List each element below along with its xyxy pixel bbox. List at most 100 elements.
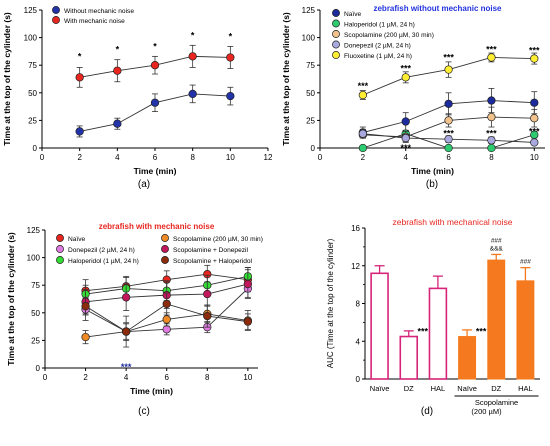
data-point	[401, 133, 410, 143]
data-point	[401, 73, 410, 82]
series-4	[358, 52, 539, 100]
data-point	[226, 53, 235, 62]
legend-item: Naïve	[332, 9, 362, 18]
legend-item: Haloperidol (1 µM, 24 h)	[332, 19, 415, 29]
x-tick-label: 12	[264, 153, 273, 162]
bar	[458, 336, 477, 380]
data-point	[162, 325, 171, 334]
x-axis-label: Time (min)	[130, 386, 173, 396]
x-tick-label: 0	[318, 153, 323, 162]
data-point	[444, 135, 453, 144]
data-point	[444, 99, 453, 108]
bar	[370, 272, 389, 380]
x-tick-label: 8	[205, 373, 210, 382]
significance-mark: *	[78, 51, 82, 61]
x-tick-label: 0	[40, 153, 45, 162]
data-point	[530, 98, 539, 107]
data-point	[150, 98, 160, 107]
legend-item: Naïve	[56, 234, 86, 243]
data-point	[113, 119, 122, 128]
bar-group	[458, 329, 477, 380]
significance-mark: ***	[476, 327, 487, 337]
legend-marker	[56, 256, 64, 264]
data-point	[487, 136, 496, 145]
group-sublabel: (200 µM)	[471, 407, 502, 416]
legend: Naïve Haloperidol (1 µM, 24 h) Scopolamine…	[332, 9, 434, 60]
bar	[487, 259, 506, 380]
x-tick-label: Naïve	[370, 384, 390, 393]
y-tick-label: 100	[27, 254, 41, 263]
legend-marker	[332, 51, 340, 59]
group-label: Scopolamine	[475, 398, 518, 407]
series-5	[81, 292, 253, 348]
y-tick-label: 125	[24, 6, 38, 15]
y-tick-label: 8	[356, 300, 361, 309]
legend: Without mechanic noise With mechanic nois…	[52, 6, 134, 25]
data-point	[203, 311, 212, 321]
legend-marker	[332, 40, 340, 49]
data-point	[358, 143, 368, 153]
x-tick-label: 8	[489, 153, 494, 162]
data-point	[444, 116, 453, 125]
significance-mark: *	[116, 45, 120, 55]
legend-marker	[332, 9, 340, 17]
data-point	[150, 61, 160, 70]
panel-d: 0 4 8 12 16 AUC (Time at the top of the cylin…	[326, 217, 540, 416]
y-tick-label: 0	[356, 375, 361, 384]
y-tick-label: 75	[31, 281, 40, 290]
data-point	[487, 53, 496, 62]
significance-mark: ***	[443, 129, 454, 139]
legend-label: Haloperidol (1 µM, 24 h)	[68, 258, 139, 265]
legend-label: Scopolamine (200 µM, 30 min)	[344, 32, 434, 39]
panel-label: (d)	[421, 406, 433, 417]
bar	[516, 280, 535, 380]
data-point	[121, 293, 131, 302]
x-axis-label: Time (min)	[134, 166, 177, 176]
legend-marker	[56, 245, 64, 253]
data-point	[487, 143, 496, 153]
y-tick-label: 12	[351, 262, 360, 271]
data-point	[81, 332, 90, 342]
series-0	[75, 84, 235, 138]
chart-title: zebrafish without mechanic noise	[373, 4, 502, 13]
significance-mark: ###	[520, 259, 531, 266]
y-tick-label: 16	[351, 224, 360, 233]
x-tick-label: 10	[530, 153, 539, 162]
x-tick-label: 6	[153, 153, 158, 162]
y-tick-label: 100	[302, 34, 316, 43]
data-point	[358, 129, 368, 138]
y-axis-label: AUC (Time at the top of the cylinder)	[326, 238, 335, 368]
x-tick-label: 4	[115, 153, 120, 162]
legend-marker	[56, 234, 64, 242]
panel-label: (a)	[138, 179, 150, 190]
series-3	[358, 128, 539, 147]
y-tick-label: 50	[28, 89, 37, 98]
legend-label: Naïve	[68, 236, 86, 243]
legend-label: Donepezil (2 µM, 24 h)	[344, 43, 411, 50]
bar-group	[399, 330, 419, 380]
legend-item: Scopolamine + Donepezil	[161, 245, 248, 254]
data-point	[401, 117, 410, 126]
y-axis-label: Time at the top of the cylinder (s)	[281, 12, 291, 146]
legend-item: Donepezil (2 µM, 24 h)	[332, 40, 411, 50]
x-tick-label: 4	[403, 153, 408, 162]
data-point	[162, 299, 171, 309]
data-point	[188, 52, 197, 61]
data-point	[81, 302, 90, 311]
data-point	[243, 317, 253, 326]
significance-mark: ***	[121, 362, 132, 372]
legend-marker	[52, 16, 60, 24]
x-tick-label: 2	[361, 153, 366, 162]
legend-label: Haloperidol (1 µM, 24 h)	[344, 22, 415, 29]
legend-item: Without mechanic noise	[52, 6, 134, 15]
x-tick-label: 2	[77, 153, 82, 162]
x-tick-label: 4	[124, 373, 129, 382]
bar	[399, 335, 419, 380]
x-tick-label: HAL	[518, 384, 533, 393]
x-tick-label: 0	[43, 373, 48, 382]
panel-label: (b)	[426, 179, 438, 190]
legend-marker	[161, 234, 169, 242]
series-0	[358, 87, 539, 139]
